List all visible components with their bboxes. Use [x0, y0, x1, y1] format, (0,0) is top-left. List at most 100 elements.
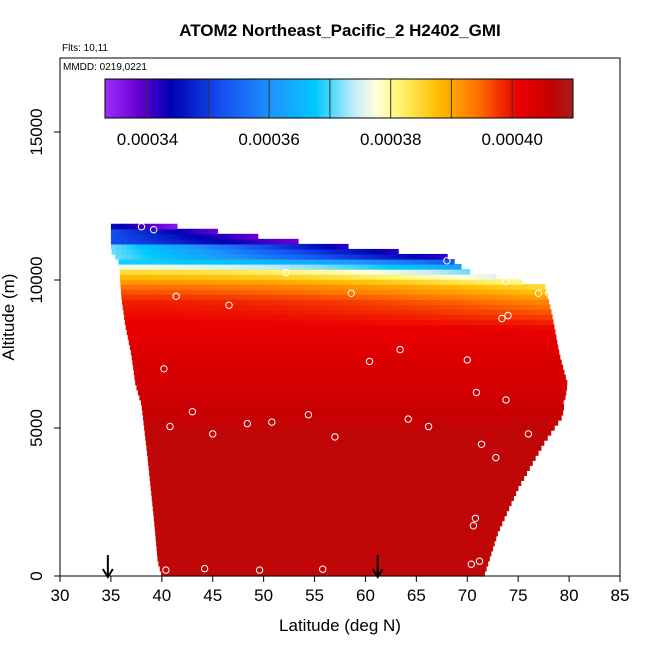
- heatmap-cell: [252, 440, 259, 446]
- heatmap-cell: [320, 505, 327, 512]
- heatmap-cell: [423, 369, 430, 376]
- heatmap-cell: [158, 460, 164, 466]
- heatmap-cell: [207, 490, 213, 497]
- heatmap-cell: [129, 314, 135, 320]
- heatmap-cell: [411, 329, 418, 336]
- heatmap-cell: [449, 525, 456, 532]
- heatmap-cell: [525, 309, 532, 315]
- heatmap-cell: [201, 485, 208, 492]
- heatmap-cell: [242, 490, 249, 497]
- heatmap-cell: [523, 354, 530, 361]
- heatmap-cell: [195, 475, 202, 481]
- heatmap-cell: [314, 550, 321, 557]
- heatmap-cell: [211, 435, 218, 441]
- heatmap-cell: [338, 430, 344, 436]
- heatmap-cell: [427, 450, 433, 456]
- heatmap-cell: [153, 334, 159, 341]
- heatmap-cell: [419, 394, 426, 401]
- heatmap-cell: [423, 364, 429, 371]
- heatmap-cell: [169, 470, 176, 476]
- heatmap-cell: [266, 394, 273, 401]
- heatmap-cell: [454, 369, 461, 376]
- heatmap-cell: [196, 324, 203, 331]
- heatmap-cell: [498, 294, 504, 300]
- heatmap-cell: [332, 309, 338, 315]
- heatmap-cell: [301, 425, 308, 431]
- heatmap-cell: [369, 253, 376, 260]
- heatmap-cell: [506, 374, 512, 381]
- heatmap-cell: [460, 475, 466, 481]
- heatmap-cell: [523, 294, 530, 300]
- heatmap-cell: [397, 510, 404, 517]
- heatmap-cell: [197, 289, 203, 295]
- heatmap-cell: [170, 344, 177, 351]
- heatmap-cell: [401, 354, 408, 361]
- heatmap-cell: [233, 450, 240, 456]
- heatmap-cell: [530, 364, 536, 371]
- heatmap-cell: [467, 450, 474, 456]
- heatmap-cell: [469, 309, 476, 315]
- heatmap-cell: [431, 490, 437, 497]
- heatmap-cell: [330, 500, 337, 507]
- heatmap-cell: [140, 274, 147, 280]
- heatmap-cell: [325, 455, 332, 461]
- heatmap-cell: [209, 420, 216, 426]
- heatmap-cell: [520, 470, 527, 476]
- heatmap-cell: [246, 475, 253, 481]
- heatmap-cell: [151, 289, 158, 295]
- heatmap-cell: [555, 420, 559, 426]
- heatmap-cell: [421, 294, 428, 300]
- heatmap-cell: [186, 379, 192, 386]
- heatmap-cell: [489, 309, 496, 315]
- heatmap-cell: [420, 279, 427, 285]
- heatmap-cell: [361, 248, 367, 255]
- heatmap-cell: [172, 500, 179, 507]
- heatmap-cell: [428, 389, 434, 396]
- heatmap-cell: [332, 425, 339, 431]
- heatmap-cell: [380, 440, 386, 446]
- heatmap-cell: [528, 294, 535, 300]
- heatmap-cell: [299, 450, 306, 456]
- heatmap-cell: [238, 329, 245, 336]
- heatmap-cell: [145, 319, 151, 325]
- heatmap-cell: [530, 339, 537, 346]
- heatmap-cell: [187, 354, 194, 361]
- heatmap-cell: [171, 324, 178, 331]
- heatmap-cell: [388, 470, 395, 476]
- heatmap-cell: [296, 515, 303, 522]
- heatmap-cell: [368, 374, 375, 381]
- heatmap-cell: [386, 455, 393, 461]
- heatmap-cell: [455, 379, 462, 386]
- heatmap-cell: [311, 389, 317, 396]
- heatmap-cell: [424, 394, 431, 401]
- heatmap-cell: [191, 490, 198, 497]
- heatmap-cell: [404, 269, 411, 275]
- heatmap-cell: [360, 550, 367, 557]
- heatmap-cell: [169, 369, 176, 376]
- heatmap-cell: [240, 369, 247, 376]
- heatmap-cell: [258, 354, 265, 361]
- heatmap-cell: [131, 289, 137, 295]
- heatmap-cell: [144, 394, 151, 401]
- heatmap-cell: [543, 404, 550, 411]
- heatmap-cell: [155, 253, 162, 260]
- heatmap-cell: [415, 284, 422, 290]
- heatmap-cell: [331, 460, 338, 466]
- heatmap-cell: [385, 349, 392, 356]
- heatmap-cell: [293, 324, 300, 331]
- heatmap-cell: [489, 364, 496, 371]
- heatmap-cell: [206, 344, 212, 351]
- heatmap-cell: [142, 409, 149, 416]
- heatmap-cell: [215, 314, 222, 320]
- heatmap-cell: [319, 495, 326, 502]
- heatmap-cell: [309, 445, 316, 451]
- heatmap-cell: [204, 389, 210, 396]
- heatmap-cell: [282, 430, 288, 436]
- heatmap-cell: [347, 309, 354, 315]
- heatmap-cell: [546, 314, 553, 320]
- heatmap-cell: [319, 294, 326, 300]
- heatmap-cell: [487, 550, 492, 557]
- heatmap-cell: [488, 455, 495, 461]
- heatmap-cell: [543, 284, 546, 290]
- heatmap-cell: [527, 435, 533, 441]
